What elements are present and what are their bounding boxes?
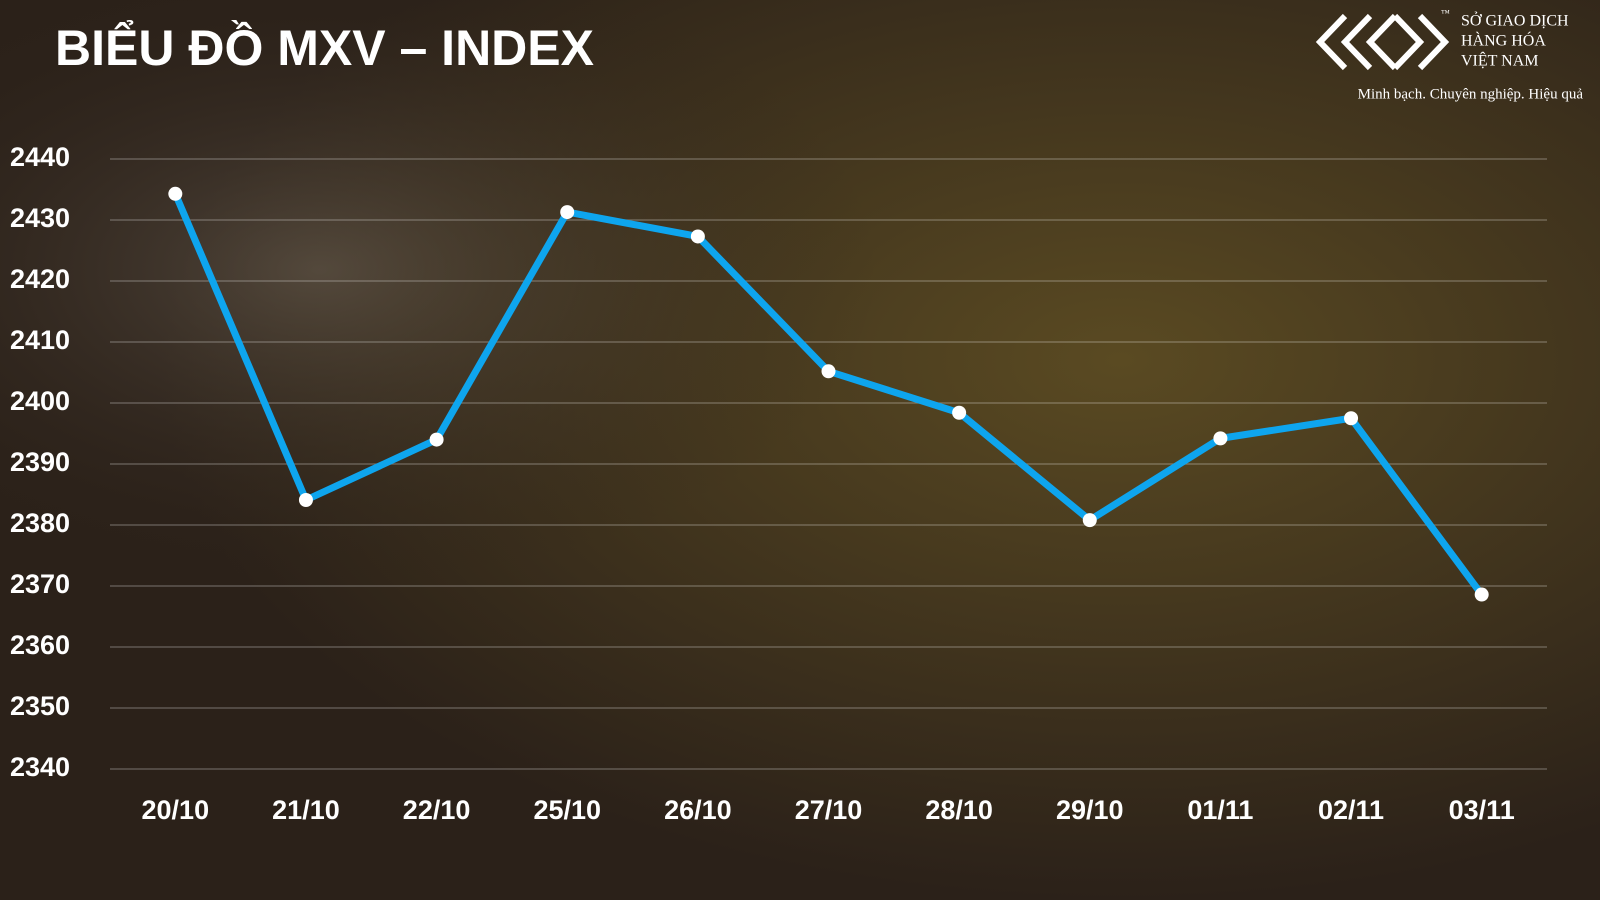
point — [821, 364, 836, 379]
y-tick-label: 2380 — [10, 508, 70, 538]
point — [1082, 513, 1097, 528]
y-tick-label: 2410 — [10, 325, 70, 355]
brand-line: SỞ GIAO DỊCH — [1461, 11, 1569, 30]
x-tick-label: 26/10 — [664, 795, 732, 825]
y-tick-label: 2390 — [10, 447, 70, 477]
point — [1474, 587, 1489, 602]
x-tick-label: 27/10 — [795, 795, 863, 825]
point — [298, 492, 313, 507]
y-tick-label: 2430 — [10, 203, 70, 233]
x-tick-label: 28/10 — [925, 795, 993, 825]
point — [560, 205, 575, 220]
point — [1344, 411, 1359, 426]
point — [952, 405, 967, 420]
slogan: Minh bạch. Chuyên nghiệp. Hiệu quả — [1358, 86, 1584, 102]
y-tick-label: 2440 — [10, 142, 70, 172]
point — [429, 432, 444, 447]
x-tick-label: 01/11 — [1187, 795, 1253, 825]
x-tick-label: 03/11 — [1449, 795, 1515, 825]
y-tick-label: 2350 — [10, 691, 70, 721]
x-tick-label: 25/10 — [533, 795, 601, 825]
x-tick-label: 22/10 — [403, 795, 471, 825]
y-tick-label: 2360 — [10, 630, 70, 660]
point — [168, 186, 183, 201]
brand-line: VIỆT NAM — [1461, 51, 1538, 70]
y-tick-label: 2370 — [10, 569, 70, 599]
y-tick-label: 2340 — [10, 752, 70, 782]
point — [690, 229, 705, 244]
logo — [1315, 13, 1450, 71]
brand-line: HÀNG HÓA — [1461, 31, 1546, 50]
point — [1213, 431, 1228, 446]
x-tick-label: 29/10 — [1056, 795, 1124, 825]
y-tick-label: 2400 — [10, 386, 70, 416]
chart-title: BIỂU ĐỒ MXV – INDEX — [55, 20, 594, 76]
logo-mark — [1315, 13, 1450, 71]
x-tick-label: 02/11 — [1318, 795, 1384, 825]
x-tick-label: 21/10 — [272, 795, 340, 825]
y-tick-label: 2420 — [10, 264, 70, 294]
x-tick-label: 20/10 — [142, 795, 210, 825]
trademark: ™ — [1441, 8, 1450, 18]
